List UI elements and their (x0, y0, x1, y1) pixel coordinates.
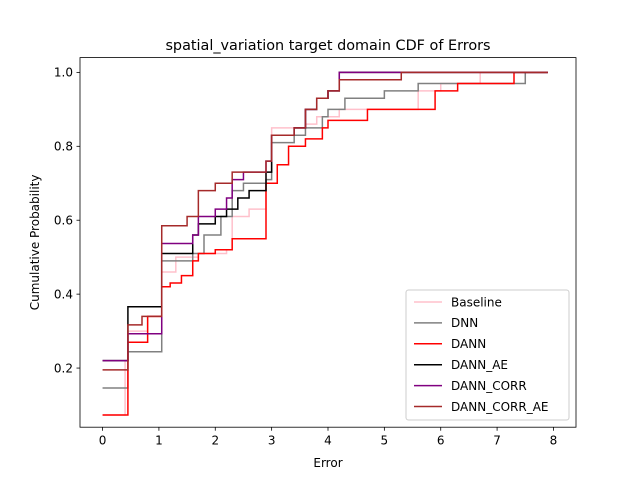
x-tick-label: 5 (381, 434, 389, 448)
y-tick-label: 0.8 (54, 140, 73, 154)
x-tick-label: 7 (493, 434, 501, 448)
legend-box (405, 289, 570, 421)
x-tick-label: 8 (550, 434, 558, 448)
series-line-5 (102, 71, 548, 371)
legend-label: DNN (451, 316, 478, 330)
y-tick-label: 0.2 (54, 361, 73, 375)
x-tick-label: 2 (211, 434, 219, 448)
x-tick-label: 1 (155, 434, 163, 448)
x-axis-label: Error (313, 456, 342, 470)
x-axis: 0 1 2 3 4 5 6 7 8 (99, 427, 558, 448)
legend-label: DANN_CORR_AE (451, 400, 548, 414)
x-tick-label: 4 (324, 434, 332, 448)
legend-label: Baseline (451, 295, 502, 309)
y-tick-label: 0.6 (54, 214, 73, 228)
x-tick-label: 0 (99, 434, 107, 448)
x-tick-label: 3 (268, 434, 276, 448)
legend-label: DANN_AE (451, 358, 508, 372)
y-tick-label: 1.0 (54, 66, 73, 80)
y-tick-label: 0.4 (54, 287, 73, 301)
legend-label: DANN_CORR (451, 379, 527, 393)
chart-title: spatial_variation target domain CDF of E… (165, 38, 490, 54)
x-tick-label: 6 (437, 434, 445, 448)
legend: Baseline DNN DANN DANN_AE DANN_CORR DANN_CORR… (405, 289, 570, 421)
legend-label: DANN (451, 337, 486, 351)
y-axis: 0.2 0.4 0.6 0.8 1.0 (54, 66, 80, 375)
series-layer (102, 71, 548, 416)
y-axis-label: Cumulative Probability (28, 175, 42, 311)
